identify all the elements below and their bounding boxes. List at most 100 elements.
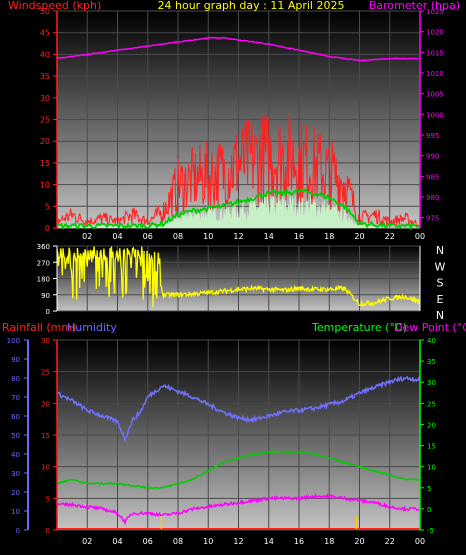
x-tick-label: 14 [264,537,274,546]
wind-tick-label: 20 [40,137,50,146]
series-humidity [56,375,421,443]
x-tick-label: 16 [294,232,304,241]
compass-label-n: N [436,244,444,257]
windspeed-label: Windspeed (kph) [8,0,101,12]
baro-tick-label: 1020 [426,29,444,37]
humidity-label: Humidity [67,321,117,334]
dewpoint-label: Dew Point (°C) [394,321,466,334]
rain-tick-label: 30 [41,337,50,345]
hum-tick-label: 100 [7,337,20,345]
temp-tick-label: 20 [427,421,436,429]
x-tick-label: 22 [385,232,395,241]
temp-tick-label: 0 [427,506,431,514]
graph-title: 24 hour graph day : 11 April 2025 [158,0,345,12]
hum-tick-label: 10 [11,508,20,516]
rain-tick-label: 5 [46,495,50,503]
wind-tick-label: 50 [40,7,50,16]
x-tick-label: 12 [233,232,243,241]
x-tick-label: 00 [415,232,425,241]
compass-label-w: W [435,260,446,273]
barometer-label: Barometer (hpa) [369,0,460,12]
hum-tick-label: 60 [11,413,20,421]
dir-tick-label: 0 [46,308,50,316]
temp-tick-label: 30 [427,379,436,387]
series-dew-point [56,492,421,526]
wind-tick-label: 5 [45,202,50,211]
wind-tick-label: 35 [40,72,50,81]
wind-tick-label: 0 [45,224,50,233]
rain-tick-label: 0 [46,527,50,535]
x-tick-label: 08 [173,537,183,546]
rain-tick-label: 15 [41,432,50,440]
x-tick-label: 06 [143,232,153,241]
compass-label-e: E [437,293,444,306]
temp-tick-label: 25 [427,400,436,408]
x-tick-label: 02 [82,537,92,546]
dir-tick-label: 180 [37,276,50,284]
hum-tick-label: 90 [11,356,20,364]
wind-tick-label: 15 [40,159,50,168]
x-tick-label: 02 [82,232,92,241]
wind-tick-label: 25 [40,116,50,125]
temp-tick-label: 10 [427,464,436,472]
hum-tick-label: 70 [11,394,20,402]
hum-tick-label: 20 [11,489,20,497]
temp-tick-label: 15 [427,443,436,451]
baro-tick-label: 1010 [426,70,444,78]
baro-tick-label: 980 [426,194,439,202]
x-tick-label: 14 [264,232,274,241]
rain-tick-label: 25 [41,369,50,377]
hum-tick-label: 50 [11,432,20,440]
temp-tick-label: -5 [427,527,434,535]
series-temperature [56,449,421,490]
x-tick-label: 18 [324,537,334,546]
x-tick-label: 22 [385,537,395,546]
x-tick-label: 12 [233,537,243,546]
rain-hum-temp-panel: 0 5 10 15 20 25 30 0 10 20 30 40 50 60 70 80 90 100 -5 0 5 10… [2,321,466,546]
baro-tick-label: 1015 [426,49,444,57]
hum-tick-label: 40 [11,451,20,459]
wind-tick-label: 40 [40,50,50,59]
x-tick-label: 04 [112,232,122,241]
wind-tick-label: 30 [40,94,50,103]
baro-tick-label: 1005 [426,91,444,99]
temp-tick-label: 35 [427,358,436,366]
x-tick-label: 10 [203,232,213,241]
series-barometer [56,36,419,62]
hum-tick-label: 80 [11,375,20,383]
baro-tick-label: 1000 [426,111,444,119]
x-tick-label: 16 [294,537,304,546]
x-tick-label: 04 [112,537,122,546]
temp-tick-label: 5 [427,485,431,493]
dir-tick-label: 90 [41,292,50,300]
rainfall-label: Rainfall (mm) [2,321,76,334]
rain-tick-label: 20 [41,400,50,408]
temp-tick-label: 40 [427,337,436,345]
x-tick-label: 20 [354,232,364,241]
wind-baro-panel: 0510152025303540455097598098599099510001… [8,0,460,241]
dir-tick-label: 360 [37,243,50,251]
wind-tick-label: 10 [40,181,50,190]
hum-tick-label: 30 [11,470,20,478]
baro-tick-label: 985 [426,173,439,181]
x-tick-label: 08 [173,232,183,241]
dir-tick-label: 270 [37,259,50,267]
baro-tick-label: 990 [426,153,439,161]
hum-tick-label: 0 [16,527,20,535]
x-tick-label: 00 [415,537,425,546]
rain-tick-label: 10 [41,464,50,472]
baro-tick-label: 1025 [426,8,444,16]
baro-tick-label: 975 [426,215,439,223]
x-tick-label: 20 [354,537,364,546]
compass-label-n: N [436,309,444,322]
x-tick-label: 10 [203,537,213,546]
x-tick-label: 06 [143,537,153,546]
baro-tick-label: 995 [426,132,439,140]
compass-label-s: S [437,277,444,290]
series-wind-direction [56,246,420,308]
temperature-label: Temperature (°C) [311,321,407,334]
series-wind-gust [57,113,420,227]
x-tick-label: 18 [324,232,334,241]
